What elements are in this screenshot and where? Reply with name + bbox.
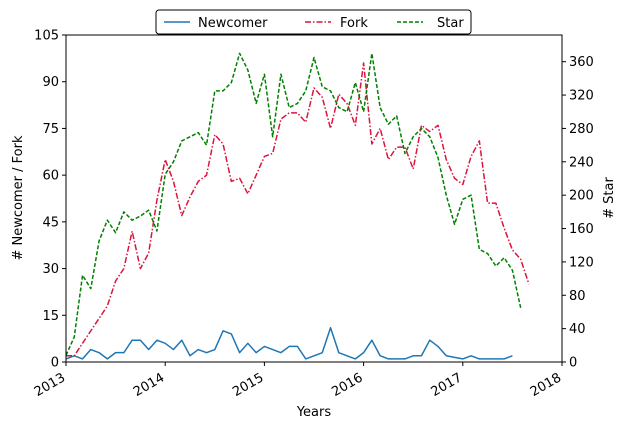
y-right-tick-label-280: 280 [569, 122, 594, 137]
series-layer [65, 52, 530, 360]
y-left-tick-label-75: 75 [42, 122, 59, 137]
y-right-tick-label-200: 200 [569, 189, 594, 204]
y-right-tick-label-0: 0 [569, 356, 577, 371]
legend-label-star: Star [437, 16, 464, 31]
series-line-newcomer [65, 326, 513, 360]
y-right-tick-label-360: 360 [569, 55, 594, 70]
y-left-tick-label-30: 30 [42, 262, 59, 277]
y-left-tick-label-60: 60 [42, 169, 59, 184]
y-left-tick-label-0: 0 [51, 356, 59, 371]
y-left-tick-label-90: 90 [42, 75, 59, 90]
x-tick-label-2018: 2018 [528, 370, 564, 400]
y-right-tick-label-120: 120 [569, 255, 594, 270]
x-tick-label-2014: 2014 [131, 370, 167, 400]
y-left-tick-label-105: 105 [34, 29, 59, 44]
y-right-tick-label-40: 40 [569, 322, 586, 337]
x-tick-label-2017: 2017 [429, 370, 465, 400]
x-axis-title: Years [296, 405, 332, 420]
x-tick-label-2015: 2015 [230, 370, 266, 400]
axes-layer: 2013 2014 2015 2016 2017 2018 0 15 30 45 60 75 90 105… [32, 29, 594, 401]
x-tick-label-2013: 2013 [32, 370, 68, 400]
legend-label-fork: Fork [340, 16, 368, 31]
y-axis-left-title: # Newcomer / Fork [11, 135, 26, 260]
y-right-tick-label-160: 160 [569, 222, 594, 237]
legend: Newcomer Fork Star [155, 9, 472, 35]
x-tick-label-2016: 2016 [329, 370, 365, 400]
y-right-tick-label-320: 320 [569, 89, 594, 104]
y-axis-right-title: # Star [602, 177, 617, 219]
y-right-tick-label-80: 80 [569, 289, 586, 304]
legend-label-newcomer: Newcomer [198, 16, 268, 31]
plot-frame [65, 34, 563, 363]
y-right-tick-label-240: 240 [569, 155, 594, 170]
series-line-star [65, 52, 522, 356]
y-left-tick-label-15: 15 [42, 309, 59, 324]
y-left-tick-label-45: 45 [42, 215, 59, 230]
